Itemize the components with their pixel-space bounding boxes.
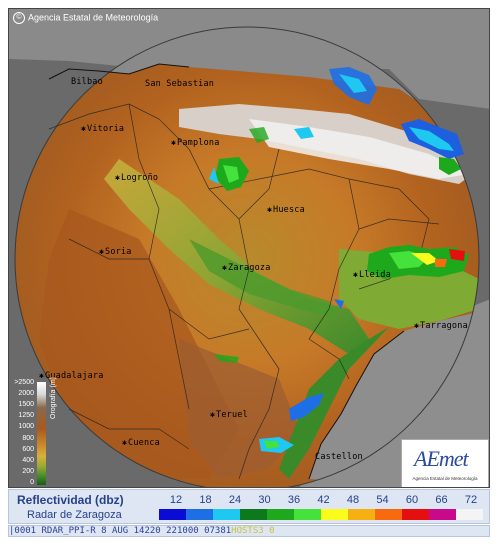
legend-value: 42 [317, 494, 330, 506]
city-marker-icon: ✱ [353, 270, 359, 279]
legend-swatch [429, 509, 456, 520]
legend-value: 72 [464, 494, 478, 506]
elevation-scale-title: Orografía (m) [50, 376, 57, 419]
city-label: ✱Soria [99, 247, 132, 257]
legend-swatch [348, 509, 375, 520]
city-label: ✱Logroño [115, 173, 158, 183]
legend-swatch [159, 509, 186, 520]
credit-text: Agencia Estatal de Meteorología [28, 12, 159, 23]
aemet-logo-subtext: Agencia Estatal de Meteorología [412, 476, 478, 481]
legend-swatch [402, 509, 429, 520]
city-name: Castellon [315, 452, 363, 462]
status-bar: |0001 RDAR_PPI-R 8 AUG 14220 221000 0738… [8, 525, 490, 537]
city-label: San Sebastian [145, 79, 214, 89]
city-marker-icon: ✱ [222, 263, 228, 272]
city-name: Logroño [121, 173, 159, 183]
status-tail: HOSTS3 0 [231, 526, 275, 536]
elevation-label: 400 [22, 456, 34, 464]
legend-color-swatches [159, 509, 483, 520]
city-name: Soria [105, 247, 132, 257]
legend-value: 18 [199, 494, 212, 506]
city-marker-icon: ✱ [115, 173, 121, 182]
radar-map[interactable]: © Agencia Estatal de Meteorología Bilbao S… [8, 8, 490, 488]
city-marker-icon: ✱ [81, 124, 87, 133]
city-name: Teruel [216, 410, 248, 420]
city-label: ✱Vitoria [81, 124, 124, 134]
legend-swatch [375, 509, 402, 520]
legend-value: 48 [346, 494, 360, 506]
city-label: ✱Tarragona [414, 321, 468, 331]
city-label: ✱Pamplona [171, 138, 220, 148]
legend-swatch [294, 509, 321, 520]
city-name: Bilbao [71, 77, 103, 87]
city-marker-icon: ✱ [39, 371, 45, 380]
city-marker-icon: ✱ [171, 138, 177, 147]
reflectivity-legend: Reflectividad (dbz) Radar de Zaragoza 12… [8, 489, 490, 524]
city-name: Zaragoza [228, 263, 271, 273]
legend-title: Reflectividad (dbz) [17, 493, 124, 507]
city-name: Vitoria [87, 124, 125, 134]
legend-swatch [186, 509, 213, 520]
city-name: Cuenca [128, 438, 160, 448]
city-name: Pamplona [177, 138, 220, 148]
copyright-icon: © [13, 12, 25, 24]
legend-value: 24 [228, 494, 242, 506]
copyright-credit: © Agencia Estatal de Meteorología [13, 12, 158, 24]
city-label: ✱Huesca [267, 205, 305, 215]
city-label: Castellon [315, 452, 363, 462]
city-label: ✱Cuenca [122, 438, 160, 448]
city-marker-icon: ✱ [414, 321, 420, 330]
legend-value: 12 [169, 494, 183, 506]
legend-swatch [321, 509, 348, 520]
status-prefix: | [9, 526, 15, 536]
radar-echoes [209, 67, 469, 453]
elevation-label: 0 [30, 479, 34, 486]
elevation-label: >2500 [14, 379, 34, 386]
legend-value: 30 [258, 494, 271, 506]
elevation-label: 600 [22, 445, 34, 453]
legend-value: 36 [287, 494, 301, 506]
elevation-scale: Orografía (m) >2500 2000 1500 1250 1000 800 60… [10, 376, 60, 487]
elevation-label: 1500 [18, 401, 34, 409]
city-marker-icon: ✱ [210, 410, 216, 419]
city-label: ✱Teruel [210, 410, 248, 420]
legend-swatch [267, 509, 294, 520]
city-label: ✱Guadalajara [39, 371, 104, 381]
legend-swatch [240, 509, 267, 520]
legend-value: 60 [405, 494, 419, 506]
city-name: Guadalajara [45, 371, 104, 381]
elevation-label: 200 [22, 467, 34, 475]
legend-swatch [456, 509, 483, 520]
city-marker-icon: ✱ [122, 438, 128, 447]
city-name: Lleida [359, 270, 391, 280]
legend-value: 54 [376, 494, 389, 506]
city-label: ✱Lleida [353, 270, 391, 280]
city-name: San Sebastian [145, 79, 215, 89]
city-label: Bilbao [71, 77, 103, 87]
elevation-label: 1250 [18, 412, 34, 420]
elevation-label: 800 [22, 434, 34, 442]
legend-values: 12 18 24 30 36 42 48 54 60 66 72 [161, 494, 481, 506]
city-name: Tarragona [420, 321, 468, 331]
city-label: ✱Zaragoza [222, 263, 271, 273]
legend-swatch [213, 509, 240, 520]
city-name: Huesca [273, 205, 305, 215]
aemet-logo-text: AEmet [414, 446, 469, 471]
legend-value: 66 [435, 494, 448, 506]
legend-subtitle: Radar de Zaragoza [27, 509, 122, 521]
aemet-logo: AEmet Agencia Estatal de Meteorología [401, 439, 489, 487]
elevation-label: 2000 [18, 390, 34, 398]
elevation-color-bar [37, 382, 46, 485]
elevation-label: 1000 [18, 423, 34, 431]
city-marker-icon: ✱ [267, 205, 273, 214]
status-text: 0001 RDAR_PPI-R 8 AUG 14220 221000 07381 [14, 526, 232, 536]
city-marker-icon: ✱ [99, 247, 105, 256]
